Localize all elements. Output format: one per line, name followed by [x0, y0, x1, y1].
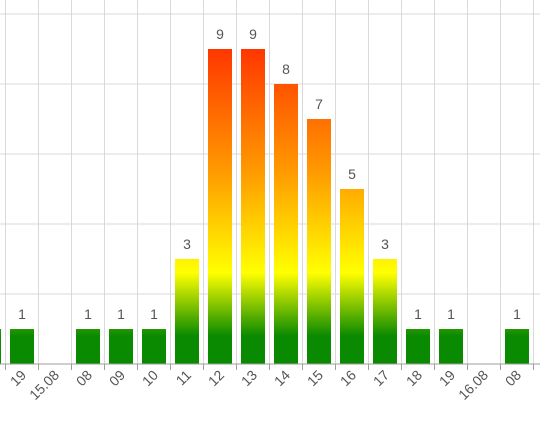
data-label: 9	[216, 26, 224, 42]
data-labels: 1 1 1 1 3 9 9 8 7 5 3 1 1 1	[18, 26, 521, 322]
data-label: 1	[18, 306, 26, 322]
data-label: 3	[183, 236, 191, 252]
x-tick-label: 09	[106, 367, 128, 389]
bar	[175, 259, 199, 364]
data-label: 5	[348, 166, 356, 182]
bar	[439, 329, 463, 364]
bar	[76, 329, 100, 364]
x-tick-label: 19	[436, 367, 458, 389]
x-tick-label: 18	[403, 367, 425, 389]
x-tick-label: 14	[271, 367, 293, 389]
bar	[340, 189, 364, 364]
x-tick-label: 15	[304, 367, 326, 389]
data-label: 3	[381, 236, 389, 252]
grid-lines	[0, 0, 540, 364]
x-tick-label: 12	[205, 367, 227, 389]
x-tick-label: 16.08	[455, 367, 491, 403]
bar	[406, 329, 430, 364]
x-tick-label: 08	[502, 367, 524, 389]
data-label: 9	[249, 26, 257, 42]
x-tick-label: 08	[73, 367, 95, 389]
x-tick-label: 11	[173, 367, 195, 389]
x-tick-label: 15.08	[26, 367, 62, 403]
data-label: 1	[150, 306, 158, 322]
bar	[307, 119, 331, 364]
data-label: 1	[117, 306, 125, 322]
data-label: 7	[315, 96, 323, 112]
data-label: 8	[282, 61, 290, 77]
data-label: 1	[414, 306, 422, 322]
bars	[0, 49, 529, 364]
data-label: 1	[84, 306, 92, 322]
bar	[208, 49, 232, 364]
x-tick-label: 10	[139, 367, 161, 389]
bar	[10, 329, 34, 364]
bar	[241, 49, 265, 364]
x-tick-label: 19	[7, 367, 29, 389]
bar	[505, 329, 529, 364]
bar	[109, 329, 133, 364]
x-tick-label: 17	[370, 367, 392, 389]
bar	[373, 259, 397, 364]
bar	[0, 329, 1, 364]
data-label: 1	[513, 306, 521, 322]
bar	[274, 84, 298, 364]
bar	[142, 329, 166, 364]
x-tick-label: 13	[238, 367, 260, 389]
x-tick-label: 16	[337, 367, 359, 389]
data-label: 1	[447, 306, 455, 322]
